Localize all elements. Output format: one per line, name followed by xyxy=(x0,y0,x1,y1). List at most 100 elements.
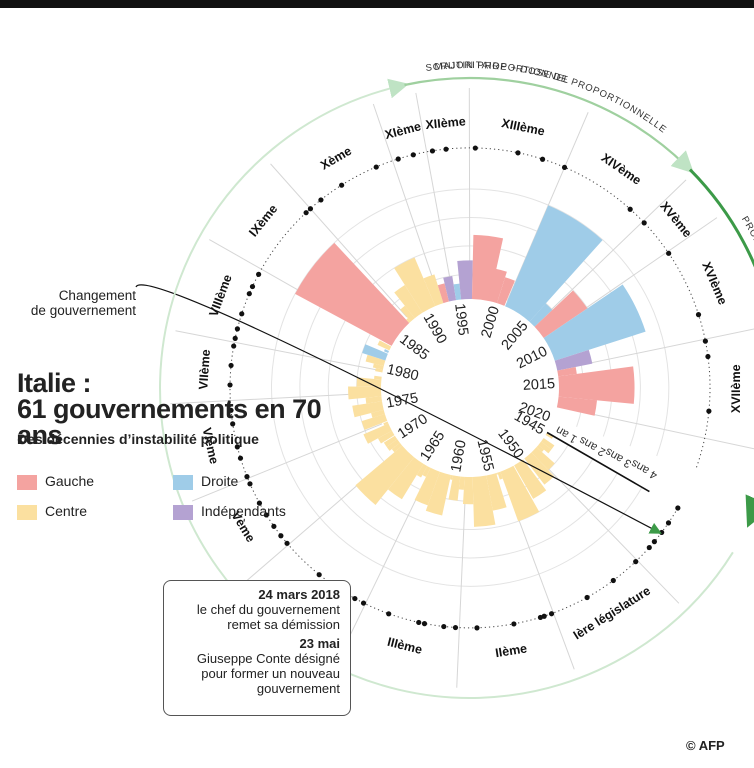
government-change-dot xyxy=(515,150,521,156)
legislature-separator xyxy=(562,407,754,450)
government-change-dot xyxy=(539,156,546,162)
legend-independants: Indépendants xyxy=(173,503,286,520)
bar-droite xyxy=(529,303,553,327)
year-tick-label: 1985 xyxy=(396,332,431,364)
bar-centre xyxy=(377,340,392,351)
bar-centre xyxy=(365,354,386,367)
bar-centre xyxy=(450,474,454,480)
bar-centre xyxy=(514,459,547,499)
legislature-label: XVIIème xyxy=(729,364,743,413)
legend-swatch-centre xyxy=(17,504,37,520)
year-tick-label: 2015 xyxy=(522,376,555,394)
bar-independants xyxy=(457,260,473,300)
government-change-dot xyxy=(256,500,263,506)
legend-droite: Droite xyxy=(173,473,238,490)
government-change-dot xyxy=(452,624,459,631)
year-tick-label: 1995 xyxy=(451,303,471,337)
bar-centre xyxy=(497,471,503,480)
government-change-dot xyxy=(633,559,639,565)
government-change-dot xyxy=(278,533,284,539)
year-tick-label: 2000 xyxy=(478,304,503,339)
legislature-label: XIIème xyxy=(425,114,466,132)
government-change-dot xyxy=(627,206,633,212)
legislature-separator xyxy=(338,473,430,659)
government-change-dot xyxy=(239,311,245,317)
government-change-dot xyxy=(339,182,345,188)
legislature-separator xyxy=(538,179,687,323)
bar-gauche xyxy=(557,366,577,377)
bar-centre xyxy=(391,442,403,453)
government-change-dot xyxy=(231,343,237,349)
legend-swatch-droite xyxy=(173,474,193,490)
chart-dots xyxy=(227,145,712,631)
government-change-dot xyxy=(247,481,253,487)
government-change-dot xyxy=(316,572,322,578)
year-tick-label: 1975 xyxy=(385,390,420,411)
legend-gauche: Gauche xyxy=(17,473,94,490)
bar-centre xyxy=(541,438,555,450)
government-change-dot xyxy=(695,312,702,318)
government-change-dot xyxy=(474,625,480,631)
bar-centre xyxy=(361,414,388,430)
bar-centre xyxy=(425,471,451,516)
bar-centre xyxy=(458,476,465,490)
legislature-separator xyxy=(535,455,680,604)
bar-gauche xyxy=(556,396,598,416)
annotation-changement: Changement de gouvernement xyxy=(30,288,136,318)
bar-centre xyxy=(383,421,389,426)
year-tick-label: 1990 xyxy=(420,311,450,347)
government-change-dot xyxy=(705,353,711,360)
duration-tick-label: 4 ans xyxy=(629,457,660,482)
bar-droite xyxy=(453,283,462,301)
legislature-separator xyxy=(415,92,454,295)
bar-droite xyxy=(383,349,390,354)
duration-ring xyxy=(327,245,613,531)
government-change-dot xyxy=(429,148,436,154)
government-change-dot xyxy=(249,283,256,290)
bar-centre xyxy=(352,401,384,418)
duration-tick-label: 3 ans xyxy=(603,445,634,470)
note-box: 24 mars 2018 le chef du gouvernement rem… xyxy=(163,580,351,716)
chart-bars xyxy=(295,205,646,527)
bar-centre xyxy=(375,368,383,373)
government-change-dot xyxy=(659,529,665,536)
legislature-label: VIIIème xyxy=(206,273,234,319)
government-change-dot xyxy=(706,408,712,414)
bar-centre xyxy=(524,452,555,485)
legend-swatch-independants xyxy=(173,504,193,520)
dotted-ring xyxy=(229,147,711,629)
year-tick-label: 2010 xyxy=(514,344,550,373)
government-change-dot xyxy=(237,455,244,461)
government-change-dot xyxy=(666,250,672,256)
bar-independants xyxy=(443,275,457,302)
government-change-dot xyxy=(561,164,568,171)
government-change-dot xyxy=(646,544,652,551)
government-change-dot xyxy=(263,512,269,518)
government-change-dot xyxy=(537,614,544,621)
annotation-arrow xyxy=(135,284,662,534)
legislature-label: IIème xyxy=(494,641,528,660)
bar-centre xyxy=(374,375,382,380)
legislature-separator xyxy=(170,392,376,405)
government-change-dot xyxy=(584,594,590,601)
duration-axis xyxy=(546,431,650,493)
bar-gauche xyxy=(534,290,588,339)
legislature-separator xyxy=(372,103,440,299)
government-change-dot xyxy=(395,156,401,162)
chart-arcs xyxy=(159,76,754,699)
credit: © AFP xyxy=(686,738,725,753)
government-change-dot xyxy=(228,407,234,413)
legislature-label: XVIème xyxy=(699,260,730,307)
government-change-dot xyxy=(228,362,234,369)
government-change-dot xyxy=(675,505,681,511)
bar-gauche xyxy=(558,366,635,404)
bar-centre xyxy=(386,439,400,451)
legislature-label: VIIème xyxy=(196,349,213,390)
bar-centre xyxy=(486,473,507,511)
legislature-separator xyxy=(191,423,383,502)
bar-centre xyxy=(400,305,415,322)
year-tick-label: 1980 xyxy=(385,362,420,385)
government-change-dot xyxy=(386,611,392,617)
bar-centre xyxy=(406,318,411,323)
